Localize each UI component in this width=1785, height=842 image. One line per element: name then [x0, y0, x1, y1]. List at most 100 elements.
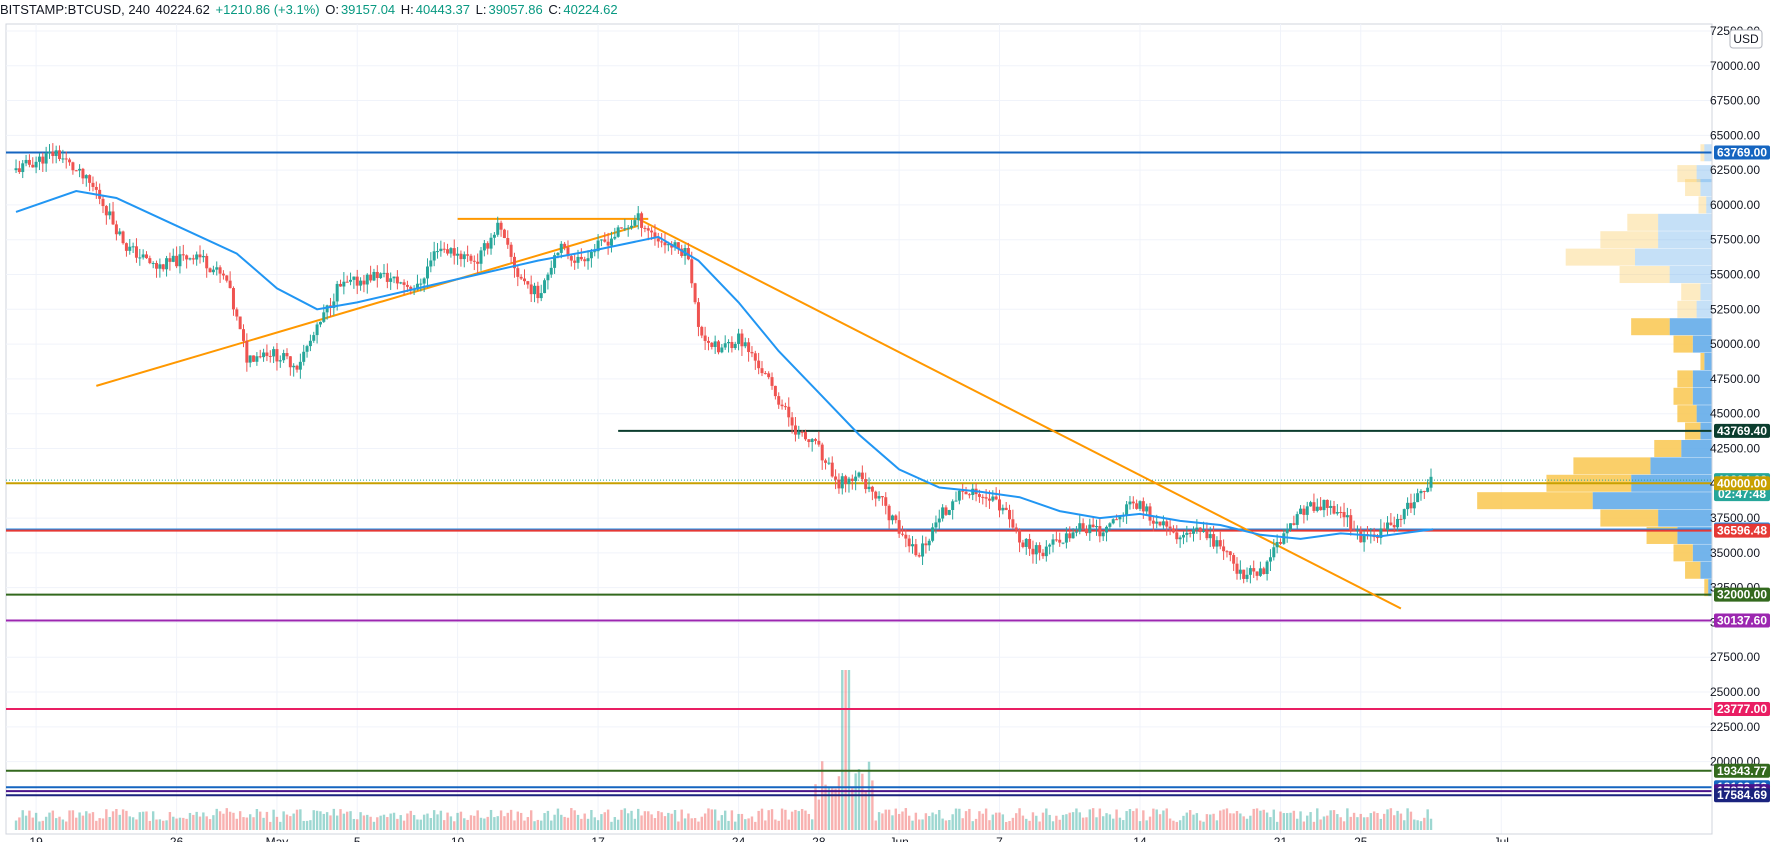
candle-body — [820, 444, 824, 461]
candle-body — [369, 274, 373, 281]
candle-body — [800, 431, 804, 433]
candle-body — [278, 360, 282, 362]
volume-bar — [85, 811, 88, 830]
candle-body — [165, 258, 169, 270]
price-change: +1210.86 (+3.1%) — [215, 2, 320, 17]
volume-bar — [141, 811, 145, 830]
volume-bar — [319, 811, 322, 830]
volume-bar — [864, 791, 867, 830]
volume-bar — [911, 820, 914, 830]
candle-body — [61, 158, 65, 160]
candle-body — [439, 248, 443, 252]
volume-bar — [1275, 821, 1279, 830]
candle-body — [1312, 502, 1316, 511]
candle-body — [148, 258, 152, 264]
price-axis[interactable]: 72500.0070000.0067500.0065000.0062500.00… — [1710, 24, 1760, 769]
volume-bar — [576, 814, 580, 830]
candle-body — [666, 244, 670, 246]
volume-bar — [302, 820, 305, 830]
volume-bar — [499, 810, 503, 830]
vp-sell-bar — [1635, 248, 1712, 266]
price-tick-label: 45000.00 — [1710, 407, 1760, 421]
candle-body — [44, 153, 48, 164]
candle-body — [1071, 532, 1075, 539]
volume-bar — [643, 811, 647, 830]
volume-bar — [54, 818, 58, 830]
candle-body — [1168, 526, 1172, 529]
volume-bar — [1232, 813, 1235, 830]
time-tick-label: Jul — [1494, 835, 1509, 842]
time-axis[interactable]: 19 26 May 5 10 17 24 28 Jun 7 14 21 25 Jul — [29, 835, 1509, 842]
candle-body — [753, 353, 757, 361]
time-tick-label: 21 — [1274, 835, 1288, 842]
volume-bar — [1329, 810, 1332, 830]
volume-bar — [897, 813, 901, 830]
candle-body — [282, 353, 286, 361]
candle-body — [797, 431, 801, 435]
vp-buy-bar — [1673, 335, 1693, 353]
symbol-label[interactable]: BITSTAMP:BTCUSD, 240 — [0, 2, 151, 17]
candle-body — [663, 242, 667, 246]
volume-bar — [780, 808, 784, 830]
volume-bar — [690, 818, 693, 830]
vp-sell-bar — [1658, 213, 1712, 231]
candle-body — [696, 302, 700, 327]
close-label: C: — [548, 2, 562, 17]
candle-body — [549, 267, 553, 275]
volume-bar — [647, 811, 650, 830]
volume-bar — [439, 810, 443, 830]
volume-bar — [1048, 814, 1051, 830]
volume-bar — [1409, 811, 1413, 830]
volume-bar — [1209, 814, 1212, 830]
volume-bar — [884, 809, 887, 830]
price-tick-label: 37500.00 — [1710, 511, 1760, 525]
volume-bar — [877, 812, 881, 830]
candle-body — [867, 486, 871, 490]
vp-buy-bar — [1600, 509, 1659, 527]
volume-bar — [1065, 814, 1068, 830]
volume-bar — [928, 816, 931, 830]
volume-bar — [1135, 808, 1138, 830]
candle-body — [710, 342, 714, 347]
candle-body — [603, 239, 607, 242]
candle-body — [897, 520, 901, 534]
candle-body — [586, 258, 590, 262]
volume-bar — [44, 816, 48, 830]
volume-bar — [1379, 818, 1383, 830]
candle-body — [1222, 546, 1226, 552]
volume-bar — [934, 814, 938, 830]
price-tick-label: 42500.00 — [1710, 441, 1760, 455]
volume-bar — [1259, 810, 1262, 830]
candle-body — [606, 241, 610, 246]
candle-body — [957, 490, 961, 501]
candle-body — [1299, 508, 1303, 515]
volume-bar — [1058, 819, 1061, 830]
volume-bar — [1386, 809, 1389, 830]
vp-sell-bar — [1650, 457, 1712, 475]
candle-body — [967, 494, 971, 496]
price-tick-label: 70000.00 — [1710, 59, 1760, 73]
volume-bar — [208, 819, 212, 830]
candle-body — [17, 168, 21, 173]
candle-body — [747, 342, 751, 353]
candle-body — [1242, 569, 1246, 579]
candle-body — [680, 248, 684, 256]
candle-body — [780, 404, 784, 407]
candle-body — [492, 234, 496, 238]
candle-body — [258, 356, 262, 358]
volume-bar — [1031, 812, 1035, 830]
volume-bar — [961, 818, 964, 830]
vp-buy-bar — [1477, 492, 1593, 510]
currency-badge[interactable]: USD — [1729, 29, 1763, 49]
candle-body — [887, 505, 891, 521]
volume-bar — [1346, 808, 1349, 830]
volume-bar — [1292, 810, 1296, 830]
volume-bar — [1202, 821, 1205, 830]
vp-sell-bar — [1669, 266, 1712, 284]
plot-area[interactable] — [5, 23, 1713, 835]
volume-bar — [1289, 812, 1292, 830]
volume-bar — [218, 811, 222, 830]
vp-buy-bar — [1685, 179, 1701, 197]
vp-buy-bar — [1677, 370, 1693, 388]
